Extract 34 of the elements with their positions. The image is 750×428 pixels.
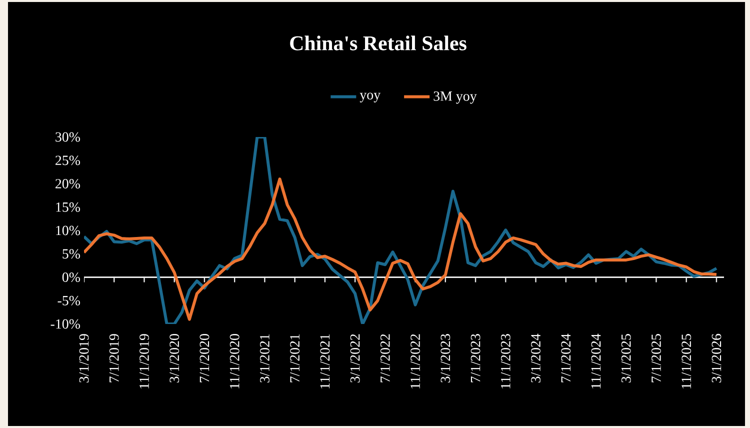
y-tick-label: 25% — [56, 156, 80, 166]
x-tick-label: 3/1/2023 — [440, 334, 450, 382]
x-tick-label: 3/1/2019 — [79, 334, 89, 382]
x-tick-label: 7/1/2020 — [200, 334, 210, 382]
x-tick-label: 3/1/2026 — [712, 334, 722, 382]
y-tick-label: 10% — [56, 226, 80, 236]
x-tick-label: 3/1/2025 — [621, 334, 631, 382]
x-tick-label: 11/1/2020 — [230, 334, 240, 388]
x-tick-label: 11/1/2022 — [410, 334, 420, 388]
y-tick-label: 0% — [62, 272, 80, 282]
x-tick-label: 11/1/2024 — [591, 334, 601, 388]
x-tick-label: 7/1/2021 — [290, 334, 300, 382]
legend-label: yoy — [360, 92, 381, 102]
legend-label: 3M yoy — [434, 91, 477, 104]
x-tick-label: 7/1/2022 — [380, 334, 390, 382]
x-tick-label: 7/1/2024 — [561, 334, 571, 382]
y-tick-label: -5% — [58, 296, 80, 306]
x-tick-label: 11/1/2023 — [500, 334, 510, 388]
x-tick-label: 11/1/2025 — [682, 334, 692, 388]
x-tick-label: 3/1/2021 — [260, 334, 270, 382]
y-tick-label: -10% — [50, 319, 80, 329]
x-tick-label: 7/1/2019 — [109, 334, 119, 382]
x-tick-label: 7/1/2023 — [470, 334, 480, 382]
y-tick-label: 30% — [56, 132, 80, 142]
x-tick-label: 3/1/2020 — [170, 334, 180, 382]
x-tick-label: 11/1/2021 — [320, 334, 330, 388]
y-tick-label: 20% — [56, 179, 80, 188]
chart-title: China's Retail Sales — [290, 36, 466, 50]
y-tick-label: 15% — [56, 202, 80, 212]
x-tick-label: 3/1/2024 — [531, 334, 540, 382]
x-tick-label: 11/1/2019 — [140, 334, 149, 388]
x-tick-label: 7/1/2025 — [652, 334, 661, 382]
x-tick-label: 3/1/2022 — [350, 334, 360, 382]
y-tick-label: 5% — [62, 249, 80, 259]
